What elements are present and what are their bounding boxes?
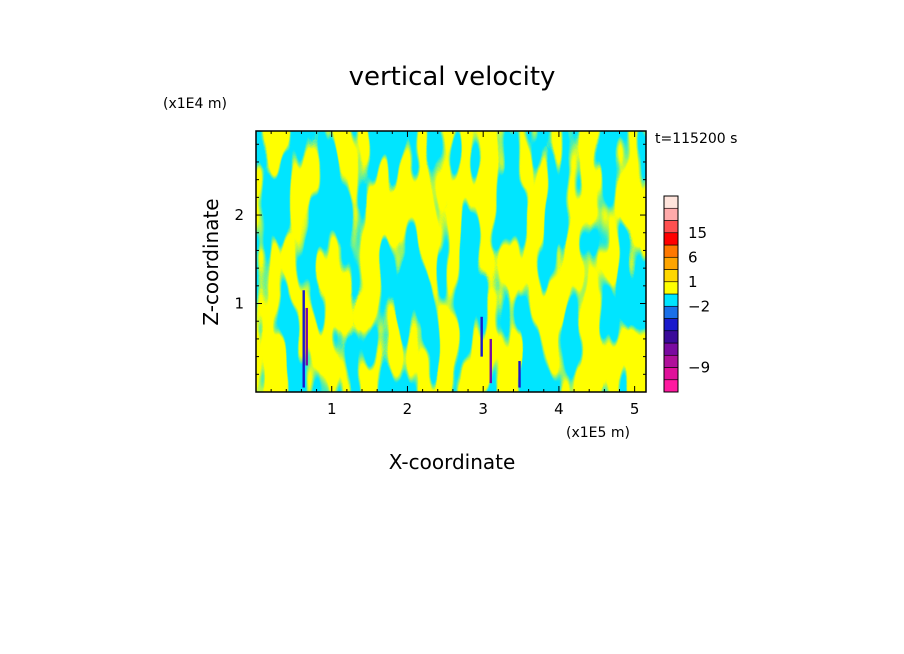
strong-core (518, 361, 521, 388)
colorbar-tick-label: 15 (688, 224, 707, 242)
strong-core (480, 316, 483, 357)
strong-core (305, 307, 308, 366)
colorbar-band (663, 342, 679, 356)
strong-core (302, 290, 305, 388)
y-unit-label: (x1E4 m) (163, 96, 227, 112)
colorbar-band (663, 269, 679, 283)
colorbar-band (663, 318, 679, 332)
colorbar-band (663, 367, 679, 381)
colorbar-tick-label: 6 (688, 248, 698, 266)
colorbar-band (663, 354, 679, 368)
x-tick-label: 5 (630, 400, 640, 418)
colorbar-band (663, 207, 679, 221)
x-axis: 1 2 3 4 5 (270, 131, 640, 418)
colorbar-tick-label: −2 (688, 297, 710, 315)
time-label: t=115200 s (655, 131, 737, 147)
colorbar-band (663, 244, 679, 258)
colorbar-tick-label: −9 (688, 359, 710, 377)
colorbar-tick-label: 1 (688, 273, 698, 291)
colorbar-band (663, 232, 679, 246)
y-tick-label: 1 (234, 295, 244, 313)
x-tick-label: 4 (554, 400, 564, 418)
positive-region (256, 131, 646, 392)
plot-frame (255, 130, 647, 393)
colorbar-frame (663, 195, 679, 393)
x-tick-label: 2 (403, 400, 413, 418)
strong-core (489, 338, 492, 384)
x-tick-label: 3 (478, 400, 488, 418)
colorbar-band (663, 293, 679, 307)
colorbar-band (663, 305, 679, 319)
colorbar-band (663, 379, 679, 393)
y-axis: 12 (234, 143, 646, 375)
x-tick-label: 1 (327, 400, 337, 418)
colorbar-band (663, 281, 679, 295)
colorbar-band (663, 220, 679, 234)
chart-title: vertical velocity (349, 62, 556, 92)
x-unit-label: (x1E5 m) (566, 425, 630, 441)
y-tick-label: 2 (234, 206, 244, 224)
colorbar-band (663, 330, 679, 344)
colorbar: 15 6 1 −2 −9 (663, 195, 710, 393)
x-axis-title: X-coordinate (389, 450, 516, 474)
y-axis-title: Z-coordinate (199, 198, 223, 325)
colorbar-band (663, 195, 679, 209)
plot-field (256, 131, 646, 392)
colorbar-band (663, 256, 679, 270)
